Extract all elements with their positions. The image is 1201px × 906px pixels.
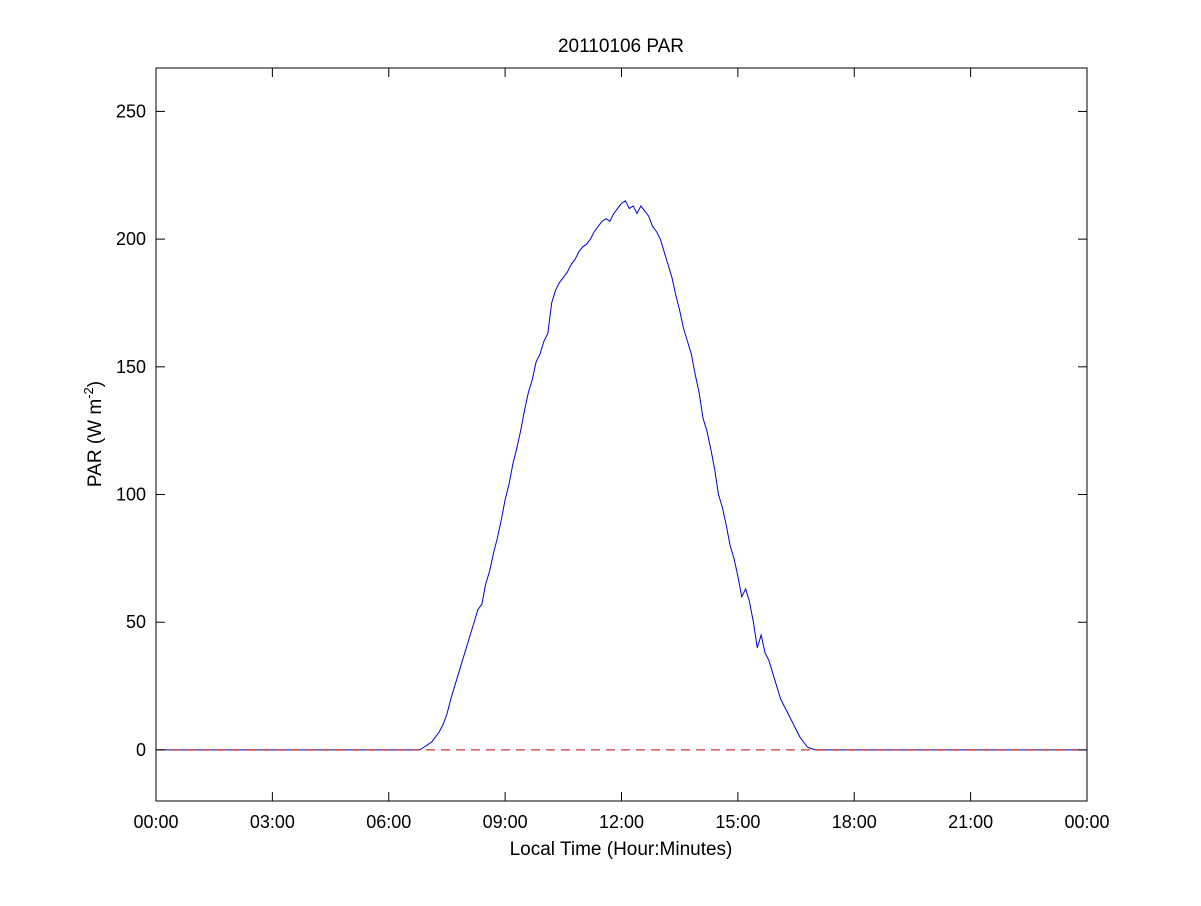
y-axis-label-superscript: -2 (81, 387, 96, 399)
par-series-line (156, 200, 1087, 751)
chart-title: 20110106 PAR (558, 36, 684, 57)
y-axis-label: PAR (W m-2) (81, 381, 106, 487)
series-layer (156, 200, 1087, 751)
y-axis-label-main: PAR (W m (85, 399, 106, 487)
y-axis: 0 50 100 150 200 250 (116, 101, 1087, 760)
y-tick-label: 200 (116, 229, 146, 249)
x-tick-label: 06:00 (366, 812, 411, 832)
y-tick-label: 250 (116, 101, 146, 121)
y-tick-label: 100 (116, 485, 146, 505)
x-axis-label: Local Time (Hour:Minutes) (510, 839, 733, 860)
x-axis: 00:00 03:00 06:00 09:00 12:00 15:00 18:00 21:00… (133, 68, 1110, 832)
x-tick-label: 09:00 (483, 812, 528, 832)
x-tick-label: 18:00 (832, 812, 877, 832)
x-tick-label: 03:00 (250, 812, 295, 832)
x-tick-label: 15:00 (715, 812, 760, 832)
x-tick-label: 00:00 (133, 812, 178, 832)
y-tick-label: 50 (126, 612, 146, 632)
x-tick-label: 00:00 (1064, 812, 1109, 832)
y-tick-label: 150 (116, 357, 146, 377)
x-tick-label: 12:00 (599, 812, 644, 832)
y-tick-label: 0 (136, 740, 146, 760)
plot-area: 00:00 03:00 06:00 09:00 12:00 15:00 18:00 21:00… (116, 67, 1110, 832)
x-tick-label: 21:00 (948, 812, 993, 832)
y-axis-label-close: ) (85, 381, 106, 387)
